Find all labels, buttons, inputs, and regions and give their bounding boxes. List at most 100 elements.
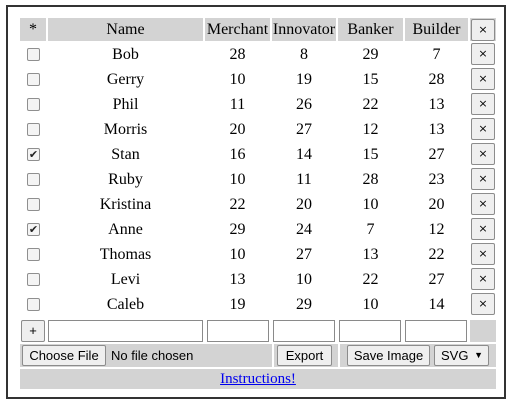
delete-row-button[interactable]: × bbox=[471, 243, 495, 265]
cell-name[interactable]: Gerry bbox=[106, 71, 145, 88]
table-row: Morris 20 27 12 13 × bbox=[20, 117, 496, 142]
delete-row-button[interactable]: × bbox=[471, 168, 495, 190]
cell-name[interactable]: Kristina bbox=[99, 196, 152, 213]
column-header-merchant[interactable]: Merchant bbox=[205, 18, 270, 41]
cell-merchant[interactable]: 20 bbox=[229, 121, 246, 138]
cell-innovator[interactable]: 26 bbox=[296, 96, 312, 113]
cell-banker[interactable]: 13 bbox=[362, 246, 379, 263]
delete-row-button[interactable]: × bbox=[471, 143, 495, 165]
cell-builder[interactable]: 27 bbox=[428, 271, 445, 288]
delete-row-button[interactable]: × bbox=[471, 218, 495, 240]
cell-builder[interactable]: 23 bbox=[428, 171, 445, 188]
cell-name[interactable]: Morris bbox=[103, 121, 148, 138]
cell-banker[interactable]: 10 bbox=[362, 296, 379, 313]
column-header-builder[interactable]: Builder bbox=[405, 18, 468, 41]
cell-builder[interactable]: 28 bbox=[428, 71, 445, 88]
row-select-checkbox[interactable] bbox=[27, 173, 40, 186]
table-row: Levi 13 10 22 27 × bbox=[20, 267, 496, 292]
cell-banker[interactable]: 10 bbox=[362, 196, 379, 213]
cell-banker[interactable]: 15 bbox=[362, 71, 379, 88]
cell-name[interactable]: Caleb bbox=[106, 296, 145, 313]
column-header-select: * bbox=[20, 18, 46, 41]
row-select-checkbox[interactable] bbox=[27, 73, 40, 86]
row-select-checkbox[interactable] bbox=[27, 198, 40, 211]
save-image-button[interactable]: Save Image bbox=[347, 345, 430, 366]
cell-merchant[interactable]: 16 bbox=[229, 146, 246, 163]
delete-row-button[interactable]: × bbox=[471, 68, 495, 90]
cell-innovator[interactable]: 27 bbox=[296, 246, 312, 263]
cell-builder[interactable]: 14 bbox=[428, 296, 445, 313]
cell-name[interactable]: Bob bbox=[112, 46, 139, 63]
new-builder-input[interactable] bbox=[405, 320, 467, 342]
cell-innovator[interactable]: 19 bbox=[296, 71, 312, 88]
column-header-innovator[interactable]: Innovator bbox=[272, 18, 336, 41]
row-select-checkbox[interactable] bbox=[27, 248, 40, 261]
delete-row-button[interactable]: × bbox=[471, 43, 495, 65]
cell-name[interactable]: Levi bbox=[110, 271, 141, 288]
cell-merchant[interactable]: 29 bbox=[229, 221, 246, 238]
cell-name[interactable]: Thomas bbox=[99, 246, 152, 263]
cell-banker[interactable]: 22 bbox=[362, 96, 379, 113]
cell-banker[interactable]: 22 bbox=[362, 271, 379, 288]
export-button[interactable]: Export bbox=[277, 345, 332, 366]
new-banker-input[interactable] bbox=[339, 320, 401, 342]
cell-builder[interactable]: 13 bbox=[428, 96, 445, 113]
cell-innovator[interactable]: 24 bbox=[296, 221, 312, 238]
cell-name[interactable]: Phil bbox=[112, 96, 139, 113]
cell-merchant[interactable]: 19 bbox=[229, 296, 246, 313]
cell-innovator[interactable]: 10 bbox=[296, 271, 312, 288]
delete-row-button[interactable]: × bbox=[471, 268, 495, 290]
cell-builder[interactable]: 13 bbox=[428, 121, 445, 138]
row-select-checkbox[interactable] bbox=[27, 48, 40, 61]
delete-column-button[interactable]: × bbox=[471, 19, 495, 41]
dropdown-arrow-icon: ▼ bbox=[474, 350, 483, 360]
delete-row-button[interactable]: × bbox=[471, 293, 495, 315]
cell-merchant[interactable]: 22 bbox=[229, 196, 246, 213]
cell-merchant[interactable]: 13 bbox=[229, 271, 246, 288]
cell-merchant[interactable]: 10 bbox=[229, 71, 246, 88]
cell-innovator[interactable]: 14 bbox=[296, 146, 312, 163]
cell-merchant[interactable]: 10 bbox=[229, 246, 246, 263]
cell-banker[interactable]: 15 bbox=[362, 146, 379, 163]
delete-row-button[interactable]: × bbox=[471, 93, 495, 115]
cell-name[interactable]: Stan bbox=[111, 146, 140, 163]
row-select-checkbox[interactable] bbox=[27, 223, 40, 236]
cell-builder[interactable]: 7 bbox=[432, 46, 441, 63]
cell-banker[interactable]: 28 bbox=[362, 171, 379, 188]
cell-innovator[interactable]: 8 bbox=[300, 46, 308, 63]
instructions-link[interactable]: Instructions! bbox=[220, 371, 296, 387]
cell-builder[interactable]: 12 bbox=[428, 221, 445, 238]
cell-innovator[interactable]: 20 bbox=[296, 196, 312, 213]
new-row-spacer bbox=[470, 320, 496, 342]
row-select-checkbox[interactable] bbox=[27, 123, 40, 136]
cell-innovator[interactable]: 29 bbox=[296, 296, 312, 313]
cell-banker[interactable]: 29 bbox=[362, 46, 379, 63]
cell-innovator[interactable]: 27 bbox=[296, 121, 312, 138]
delete-row-button[interactable]: × bbox=[471, 118, 495, 140]
cell-innovator[interactable]: 11 bbox=[296, 171, 312, 188]
delete-row-button[interactable]: × bbox=[471, 193, 495, 215]
cell-merchant[interactable]: 28 bbox=[229, 46, 246, 63]
cell-name[interactable]: Ruby bbox=[108, 171, 143, 188]
cell-name[interactable]: Anne bbox=[108, 221, 143, 238]
column-header-name[interactable]: Name bbox=[48, 18, 203, 41]
row-select-checkbox[interactable] bbox=[27, 98, 40, 111]
add-row-button[interactable]: + bbox=[21, 320, 45, 342]
cell-builder[interactable]: 27 bbox=[428, 146, 445, 163]
cell-builder[interactable]: 22 bbox=[428, 246, 445, 263]
table-row: Ruby 10 11 28 23 × bbox=[20, 167, 496, 192]
cell-merchant[interactable]: 10 bbox=[229, 171, 246, 188]
new-merchant-input[interactable] bbox=[207, 320, 269, 342]
choose-file-button[interactable]: Choose File bbox=[22, 345, 106, 366]
cell-builder[interactable]: 20 bbox=[428, 196, 445, 213]
row-select-checkbox[interactable] bbox=[27, 148, 40, 161]
new-name-input[interactable] bbox=[48, 320, 203, 342]
image-format-select[interactable]: SVG ▼ bbox=[434, 345, 489, 366]
new-innovator-input[interactable] bbox=[273, 320, 335, 342]
column-header-banker[interactable]: Banker bbox=[338, 18, 403, 41]
row-select-checkbox[interactable] bbox=[27, 273, 40, 286]
cell-banker[interactable]: 12 bbox=[362, 121, 379, 138]
row-select-checkbox[interactable] bbox=[27, 298, 40, 311]
cell-merchant[interactable]: 11 bbox=[229, 96, 246, 113]
cell-banker[interactable]: 7 bbox=[366, 221, 375, 238]
